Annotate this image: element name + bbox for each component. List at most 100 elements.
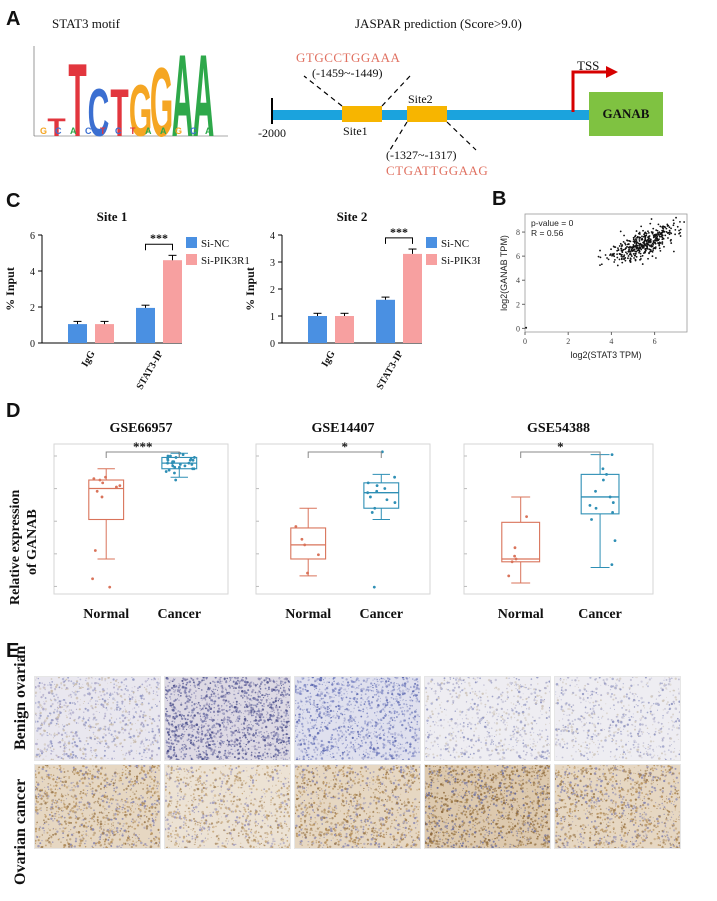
tissue-stain-dot xyxy=(312,742,315,744)
tissue-stain-dot xyxy=(398,742,400,744)
tissue-stain-dot xyxy=(483,725,487,728)
tissue-stain-dot xyxy=(248,702,250,704)
tissue-stain-dot xyxy=(94,678,96,680)
tissue-stain-dot xyxy=(462,729,465,731)
tissue-stain-dot xyxy=(271,734,273,736)
tissue-stain-dot xyxy=(224,693,227,696)
tissue-stain-dot xyxy=(305,739,307,741)
tissue-stain-dot xyxy=(108,724,111,726)
tissue-stain-dot xyxy=(350,690,353,693)
tissue-stain-dot xyxy=(318,683,320,685)
tissue-stain-dot xyxy=(343,717,346,720)
data-point xyxy=(317,553,320,557)
tissue-stain-dot xyxy=(243,706,246,709)
tissue-stain-dot xyxy=(178,684,181,687)
tissue-stain-dot xyxy=(399,686,401,688)
scatter-point xyxy=(670,227,672,230)
tissue-stain-dot xyxy=(515,737,518,740)
tissue-stain-dot xyxy=(301,709,304,711)
tissue-stain-dot xyxy=(58,705,62,709)
tissue-stain-dot xyxy=(546,738,549,741)
tissue-stain-dot xyxy=(201,732,203,735)
tissue-stain-dot xyxy=(497,688,500,691)
tissue-stain-dot xyxy=(307,695,310,699)
tissue-stain-dot xyxy=(341,677,344,680)
tissue-stain-dot xyxy=(415,734,418,737)
tissue-stain-dot xyxy=(35,755,38,758)
tissue-stain-dot xyxy=(337,734,340,737)
tissue-stain-dot xyxy=(454,744,458,747)
tissue-stain-dot xyxy=(530,688,532,689)
tissue-stain-dot xyxy=(498,758,502,760)
tissue-stain-dot xyxy=(416,684,419,687)
tissue-stain-dot xyxy=(37,700,41,704)
scatter-point xyxy=(654,235,657,238)
tissue-stain-dot xyxy=(211,743,213,746)
tissue-stain-dot xyxy=(320,723,322,726)
tissue-stain-dot xyxy=(233,690,235,692)
tissue-stain-dot xyxy=(277,726,279,729)
tissue-stain-dot xyxy=(356,677,359,680)
tissue-stain-dot xyxy=(223,754,226,757)
tissue-stain-dot xyxy=(178,734,181,737)
tissue-stain-dot xyxy=(222,742,224,744)
tissue-stain-dot xyxy=(370,682,373,685)
tissue-stain-dot xyxy=(319,752,322,754)
tissue-stain-dot xyxy=(295,685,297,688)
tissue-stain-dot xyxy=(432,753,435,756)
tissue-stain-dot xyxy=(227,736,229,738)
tissue-stain-dot xyxy=(280,741,283,744)
tissue-stain-dot xyxy=(394,720,396,722)
tissue-stain-dot xyxy=(471,690,474,693)
tissue-stain-dot xyxy=(257,729,259,731)
tissue-stain-dot xyxy=(328,707,330,709)
tissue-stain-dot xyxy=(369,707,371,709)
tissue-stain-dot xyxy=(495,722,499,725)
tissue-stain-dot xyxy=(223,721,225,723)
tissue-stain-dot xyxy=(352,744,354,746)
tissue-stain-dot xyxy=(62,757,65,760)
scatter-point xyxy=(661,241,664,243)
tissue-stain-dot xyxy=(401,723,404,727)
tissue-stain-dot xyxy=(168,723,171,726)
tissue-stain-dot xyxy=(125,723,128,726)
tissue-stain-dot xyxy=(490,738,494,742)
data-point xyxy=(183,464,187,468)
tissue-stain-dot xyxy=(373,750,376,754)
tissue-stain-dot xyxy=(299,708,302,711)
tissue-stain-dot xyxy=(302,690,304,692)
tissue-stain-dot xyxy=(256,722,259,725)
tissue-stain-dot xyxy=(444,747,448,751)
tissue-stain-dot xyxy=(235,703,238,706)
tissue-stain-dot xyxy=(463,687,466,690)
tissue-stain-dot xyxy=(261,708,265,711)
tissue-stain-dot xyxy=(73,741,76,744)
tissue-stain-dot xyxy=(125,685,128,687)
tissue-stain-dot xyxy=(356,724,359,727)
tissue-stain-dot xyxy=(94,726,97,729)
tissue-stain-dot xyxy=(437,743,439,746)
tissue-stain-dot xyxy=(251,690,254,694)
tissue-stain-dot xyxy=(346,744,348,746)
tissue-stain-dot xyxy=(302,713,304,715)
tissue-stain-dot xyxy=(388,723,390,725)
tissue-stain-dot xyxy=(366,737,369,740)
tissue-stain-dot xyxy=(368,753,371,756)
tissue-stain-dot xyxy=(213,743,216,746)
tissue-stain-dot xyxy=(223,708,225,711)
tissue-stain-dot xyxy=(194,695,197,697)
tissue-stain-dot xyxy=(334,745,337,748)
tissue-stain-dot xyxy=(260,681,263,684)
tissue-stain-dot xyxy=(384,702,386,704)
tissue-stain-dot xyxy=(426,752,428,755)
tissue-stain-dot xyxy=(528,687,530,689)
tissue-stain-dot xyxy=(337,694,341,697)
tissue-stain-dot xyxy=(313,702,315,704)
tissue-stain-dot xyxy=(176,743,178,745)
tissue-stain-dot xyxy=(523,731,526,733)
tissue-stain-dot xyxy=(95,700,97,702)
tissue-stain-dot xyxy=(386,691,390,695)
tissue-stain-dot xyxy=(538,716,541,719)
tissue-stain-dot xyxy=(189,720,192,722)
tissue-stain-dot xyxy=(258,724,260,726)
